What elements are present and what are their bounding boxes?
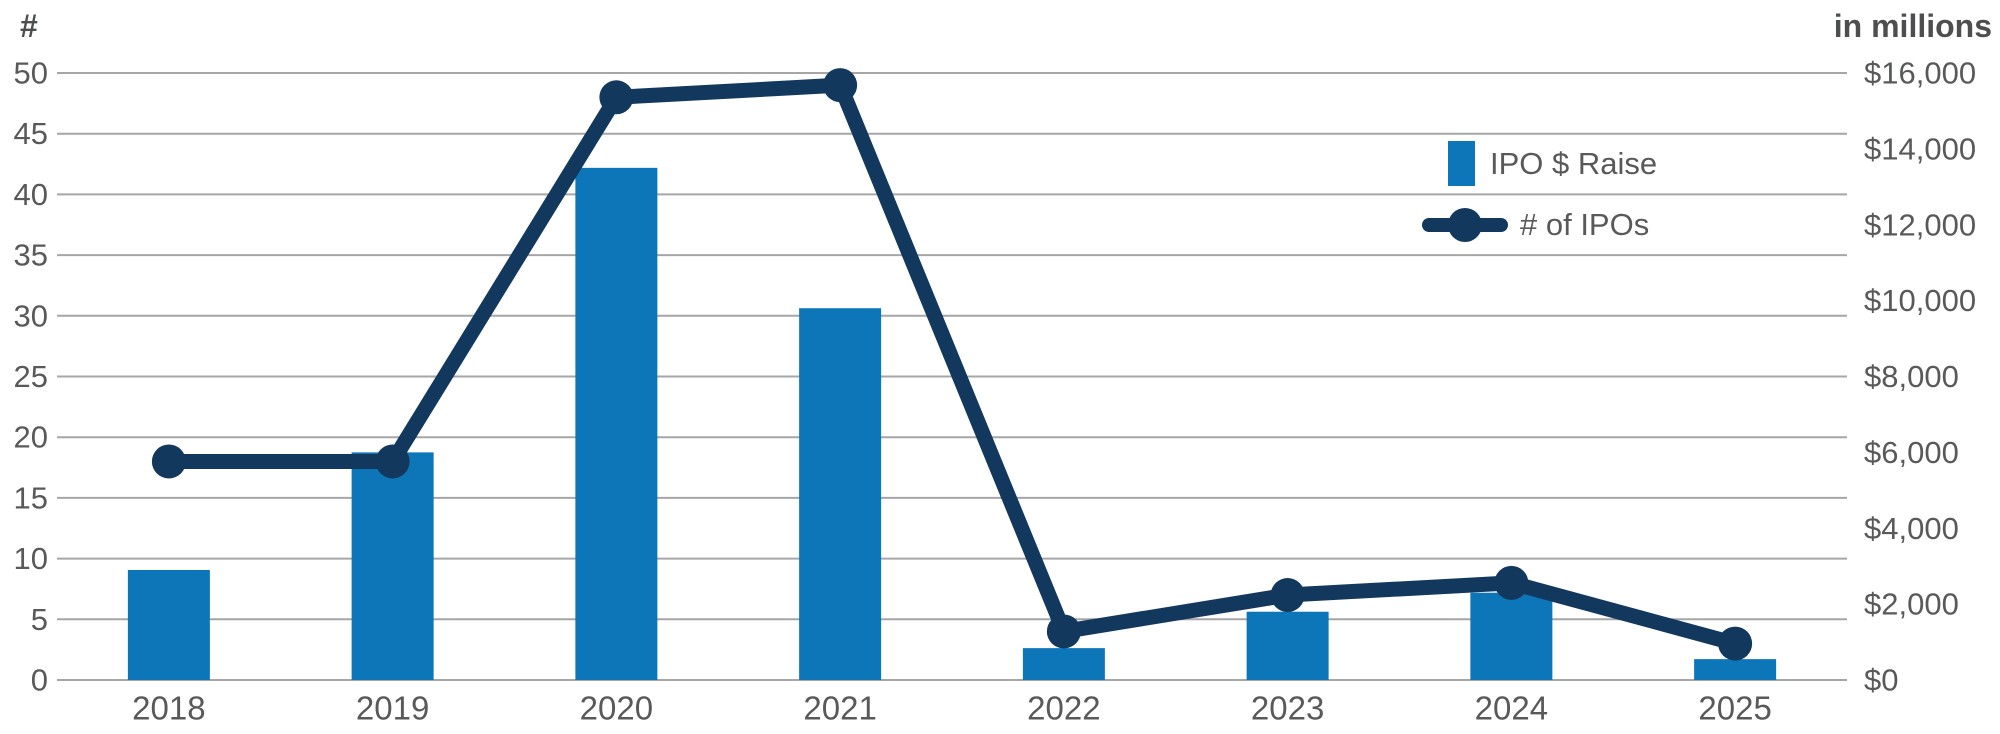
- bar-2019: [351, 452, 434, 680]
- year-label-2024: 2024: [1475, 690, 1548, 727]
- right-axis-title: in millions: [1833, 8, 1992, 44]
- left-axis-tick-45: 45: [14, 116, 48, 151]
- line-marker-dot: [1448, 207, 1482, 242]
- right-axis-tick-2: $4,000: [1864, 511, 1959, 546]
- bar-2022: [1022, 648, 1105, 680]
- left-axis-tick-50: 50: [14, 56, 48, 91]
- marker-2024: [1494, 565, 1529, 600]
- year-label-2020: 2020: [580, 690, 653, 727]
- left-axis-tick-30: 30: [14, 298, 48, 333]
- bar-2024: [1470, 592, 1553, 680]
- bar-2023: [1246, 611, 1329, 680]
- legend-item-num-ipos: # of IPOs: [1422, 202, 1649, 247]
- left-axis-title: #: [20, 8, 38, 44]
- legend-label-ipo-raise: IPO $ Raise: [1490, 145, 1658, 181]
- right-axis-tick-4: $8,000: [1864, 359, 1959, 394]
- bar-swatch: [1448, 141, 1475, 186]
- left-axis-tick-40: 40: [14, 177, 48, 212]
- year-label-2025: 2025: [1698, 690, 1771, 727]
- right-axis-tick-6: $12,000: [1864, 207, 1976, 242]
- right-axis-tick-5: $10,000: [1864, 283, 1976, 318]
- marker-2023: [1270, 578, 1305, 613]
- left-axis-tick-10: 10: [14, 541, 48, 576]
- year-label-2019: 2019: [356, 690, 429, 727]
- marker-2018: [151, 444, 186, 479]
- left-axis-tick-35: 35: [14, 238, 48, 273]
- left-axis-tick-25: 25: [14, 359, 48, 394]
- marker-2025: [1718, 626, 1753, 661]
- left-axis-tick-15: 15: [14, 480, 48, 515]
- right-axis-tick-7: $14,000: [1864, 131, 1976, 166]
- marker-2020: [599, 80, 634, 115]
- ipo-count-line: [161, 77, 1743, 652]
- year-label-2018: 2018: [132, 690, 205, 727]
- left-axis-tick-0: 0: [31, 663, 48, 698]
- legend-item-ipo-raise: IPO $ Raise: [1448, 141, 1657, 186]
- line-swatch: [1422, 207, 1508, 242]
- right-axis-tick-0: $0: [1864, 663, 1898, 698]
- year-label-2023: 2023: [1251, 690, 1324, 727]
- marker-2021: [823, 68, 858, 103]
- marker-2022: [1046, 614, 1081, 649]
- bar-2025: [1694, 659, 1777, 680]
- right-axis-tick-8: $16,000: [1864, 56, 1976, 91]
- right-axis-tick-1: $2,000: [1864, 587, 1959, 622]
- right-axis-tick-3: $6,000: [1864, 435, 1959, 470]
- legend-label-num-ipos: # of IPOs: [1520, 206, 1650, 242]
- bar-2020: [575, 167, 658, 680]
- year-label-2021: 2021: [803, 690, 876, 727]
- year-label-2022: 2022: [1027, 690, 1100, 727]
- marker-2019: [375, 444, 410, 479]
- bar-2018: [127, 569, 210, 680]
- left-axis-tick-20: 20: [14, 420, 48, 455]
- left-axis-tick-5: 5: [31, 602, 48, 637]
- bar-2021: [799, 308, 882, 680]
